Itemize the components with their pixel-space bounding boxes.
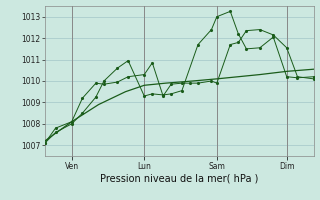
X-axis label: Pression niveau de la mer( hPa ): Pression niveau de la mer( hPa ) [100,173,258,183]
